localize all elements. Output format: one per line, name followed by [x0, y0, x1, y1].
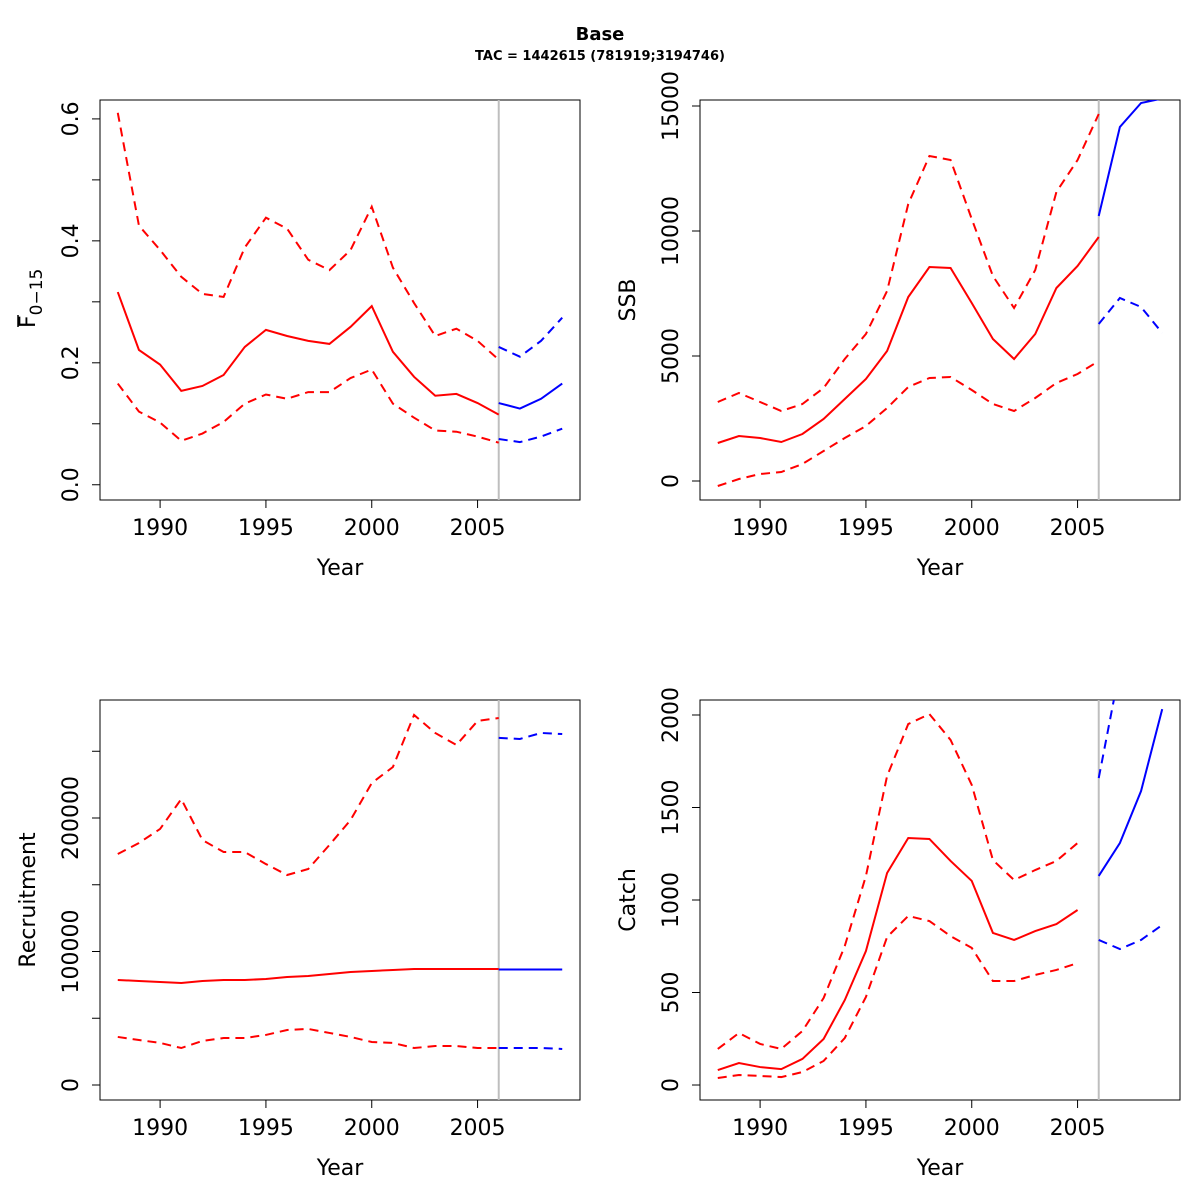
series-line	[717, 836, 1079, 1071]
x-tick-label: 2000	[344, 516, 400, 541]
series-line	[717, 712, 1079, 1051]
series-line	[117, 967, 499, 985]
series-line	[498, 427, 563, 444]
y-tick-label: 10000	[659, 196, 684, 266]
series-line	[116, 291, 500, 416]
series-line	[1097, 708, 1164, 877]
y-tick-label: 0.4	[59, 223, 84, 258]
series-group	[717, 100, 1163, 500]
y-tick-label: 0	[659, 1078, 684, 1092]
plot-frame	[699, 699, 1181, 1101]
x-axis-label: Year	[916, 556, 965, 581]
y-tick-label: 1500	[659, 779, 684, 835]
y-tick-label: 2000	[659, 687, 684, 743]
series-line	[116, 112, 500, 361]
x-tick-label: 1995	[238, 1116, 294, 1141]
x-axis-label: Year	[316, 556, 365, 581]
series-line	[117, 1027, 499, 1050]
x-axis-label: Year	[916, 1156, 965, 1181]
y-axis-label: SSB	[616, 278, 641, 321]
panel: 1990 1995 2000 2005 0.0 0.2 0.4 0.6 Year F0−15	[16, 99, 581, 581]
y-tick-label: 0.6	[59, 101, 84, 136]
x-tick-label: 2005	[450, 1116, 506, 1141]
y-axis-label: Recruitment	[16, 832, 41, 968]
y-axis-label-main: F	[16, 315, 41, 328]
series-line	[498, 1047, 563, 1050]
x-tick-label: 2005	[1050, 1116, 1106, 1141]
x-tick-label: 1990	[132, 1116, 188, 1141]
series-line	[117, 713, 499, 877]
figure-title: Base	[576, 24, 625, 45]
x-tick-label: 2005	[1050, 516, 1106, 541]
series-line	[498, 731, 563, 740]
series-group	[117, 700, 563, 1100]
y-tick-label: 0	[659, 474, 684, 488]
x-tick-label: 1995	[838, 516, 894, 541]
y-tick-label: 100000	[59, 910, 84, 994]
y-axis-label-group: Catch	[616, 868, 641, 932]
y-axis-label: Catch	[616, 868, 641, 932]
x-tick-label: 1995	[838, 1116, 894, 1141]
x-axis-label: Year	[316, 1156, 365, 1181]
series-line	[498, 317, 563, 358]
y-axis-label-subscript: 0−15	[27, 269, 47, 316]
panel: 1990 1995 2000 2005 0 500 1000 1500 2000 Year Catc…	[616, 687, 1181, 1181]
y-tick-label: 5000	[659, 328, 684, 384]
y-tick-label: 15000	[659, 71, 684, 141]
series-line	[717, 113, 1100, 413]
series-line	[1097, 296, 1163, 334]
y-axis-label-group: SSB	[616, 278, 641, 321]
x-tick-label: 2000	[344, 1116, 400, 1141]
x-tick-label: 2005	[450, 516, 506, 541]
panel: 1990 1995 2000 2005 0 100000 200000 Year Recruit…	[16, 699, 581, 1181]
series-line	[717, 360, 1100, 487]
x-tick-label: 1990	[732, 516, 788, 541]
y-tick-label: 500	[659, 972, 684, 1014]
series-line	[1098, 924, 1163, 951]
plot-frame	[99, 699, 581, 1101]
y-tick-label: 0.0	[59, 467, 84, 502]
y-tick-label: 0.2	[59, 345, 84, 380]
series-group	[717, 700, 1164, 1100]
plot-frame	[699, 99, 1181, 501]
x-tick-label: 2000	[944, 1116, 1000, 1141]
y-axis-label-group: Recruitment	[16, 832, 41, 968]
figure-subtitle: TAC = 1442615 (781919;3194746)	[475, 49, 725, 64]
series-line	[116, 368, 500, 444]
series-line	[717, 236, 1100, 444]
panel: 1990 1995 2000 2005 0 5000 10000 15000 Year SSB	[616, 71, 1181, 581]
series-group	[116, 100, 563, 500]
x-tick-label: 1990	[132, 516, 188, 541]
x-tick-label: 2000	[944, 516, 1000, 541]
x-tick-label: 1990	[732, 1116, 788, 1141]
x-tick-label: 1995	[238, 516, 294, 541]
series-line	[717, 914, 1078, 1079]
y-axis-label: F0−15	[16, 269, 47, 328]
plot-frame	[99, 99, 581, 501]
series-line	[498, 382, 563, 410]
y-axis-label-group: F0−15	[16, 269, 47, 328]
series-line	[1097, 100, 1160, 217]
y-tick-label: 1000	[659, 872, 684, 928]
y-tick-label: 0	[59, 1078, 84, 1092]
y-tick-label: 200000	[59, 776, 84, 860]
